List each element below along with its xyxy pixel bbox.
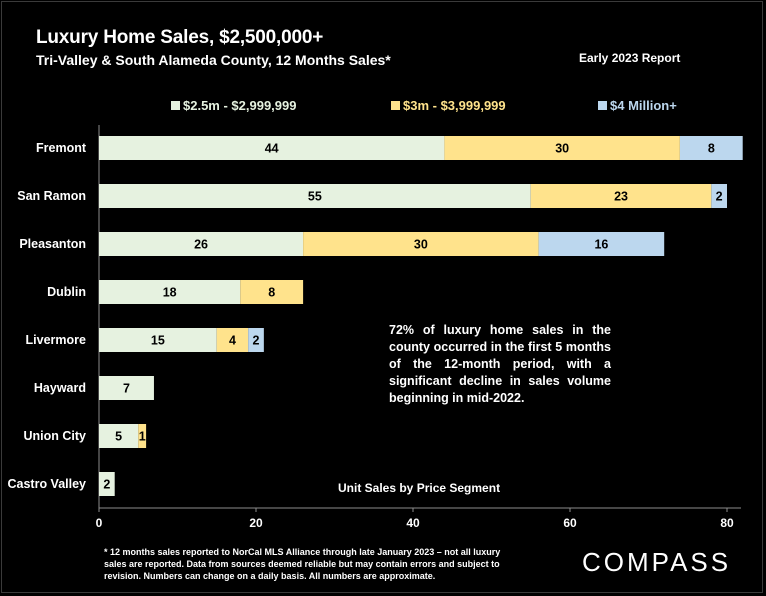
data-label: 30 (555, 142, 569, 156)
data-label: 26 (194, 238, 208, 252)
category-label: Fremont (36, 141, 87, 155)
bar-segment (538, 232, 665, 256)
chart-subtitle: Tri-Valley & South Alameda County, 12 Mo… (36, 52, 391, 68)
legend-item-s3: $4 Million+ (598, 97, 677, 113)
data-label: 30 (414, 238, 428, 252)
legend-item-s1: $2.5m - $2,999,999 (171, 97, 296, 113)
bar-segment (99, 472, 115, 496)
category-label: Hayward (34, 381, 86, 395)
bar-segment (99, 136, 445, 160)
bar-segment (99, 184, 531, 208)
bar-segment (216, 328, 249, 352)
bar-segment (99, 424, 139, 448)
category-label: Union City (24, 429, 87, 443)
data-label: 16 (594, 238, 608, 252)
chart-title: Luxury Home Sales, $2,500,000+ (36, 27, 324, 48)
bar-segment (240, 280, 304, 304)
data-label: 2 (253, 334, 260, 348)
bar-segment (248, 328, 264, 352)
bar-segment (99, 232, 304, 256)
data-label: 44 (265, 142, 279, 156)
data-label: 23 (614, 190, 628, 204)
data-label: 18 (163, 286, 177, 300)
legend-item-s2: $3m - $3,999,999 (391, 97, 506, 113)
bar-segment (303, 232, 539, 256)
data-label: 8 (268, 286, 275, 300)
data-label: 2 (716, 190, 723, 204)
bar-segment (138, 424, 147, 448)
category-label: Pleasanton (19, 237, 86, 251)
legend-label-s2: $3m - $3,999,999 (403, 97, 506, 113)
x-tick-label: 40 (406, 516, 420, 530)
legend-label-s1: $2.5m - $2,999,999 (183, 97, 297, 113)
data-label: 5 (115, 430, 122, 444)
legend-swatch-s1 (171, 100, 180, 110)
bar-segment (711, 184, 727, 208)
bar-segment (679, 136, 743, 160)
x-tick-label: 0 (96, 516, 103, 530)
category-label: Livermore (26, 333, 86, 347)
bar-segment (99, 376, 154, 400)
category-label: Castro Valley (7, 477, 86, 491)
bar-segment (530, 184, 712, 208)
data-label: 55 (308, 190, 322, 204)
data-label: 8 (708, 142, 715, 156)
data-label: 7 (123, 382, 130, 396)
axis-note: Unit Sales by Price Segment (338, 481, 501, 495)
report-label: Early 2023 Report (579, 51, 681, 65)
category-label: San Ramon (17, 189, 86, 203)
x-tick-label: 80 (720, 516, 734, 530)
annotation-text: 72% of luxury home sales in the county o… (389, 323, 611, 405)
legend-label-s3: $4 Million+ (610, 97, 677, 113)
legend-swatch-s2 (391, 100, 400, 110)
legend-swatch-s3 (598, 100, 607, 110)
bar-segment (99, 328, 217, 352)
bar-segment (99, 280, 241, 304)
data-label: 4 (229, 334, 236, 348)
data-label: 2 (103, 478, 110, 492)
data-label: 15 (151, 334, 165, 348)
x-tick-label: 20 (249, 516, 263, 530)
compass-logo: COMPASS (582, 547, 732, 577)
category-label: Dublin (47, 285, 86, 299)
x-tick-label: 60 (563, 516, 577, 530)
bar-segment (444, 136, 680, 160)
footnote: * 12 months sales reported to NorCal MLS… (104, 547, 501, 581)
data-label: 1 (139, 430, 146, 444)
